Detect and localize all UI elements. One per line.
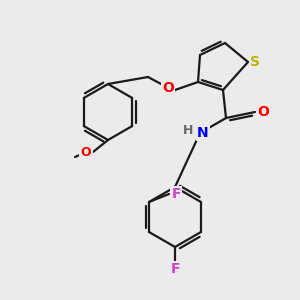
Text: O: O [257,105,269,119]
Text: O: O [162,81,174,95]
Text: N: N [197,126,209,140]
Text: F: F [170,262,180,276]
Text: S: S [250,55,260,69]
Text: F: F [171,187,181,201]
Text: O: O [81,146,91,160]
Text: H: H [183,124,193,136]
